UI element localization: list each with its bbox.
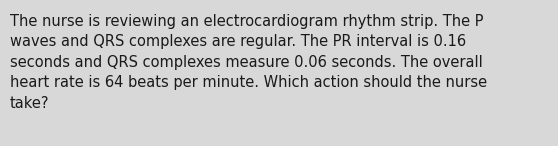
Text: The nurse is reviewing an electrocardiogram rhythm strip. The P
waves and QRS co: The nurse is reviewing an electrocardiog… [10, 14, 487, 111]
